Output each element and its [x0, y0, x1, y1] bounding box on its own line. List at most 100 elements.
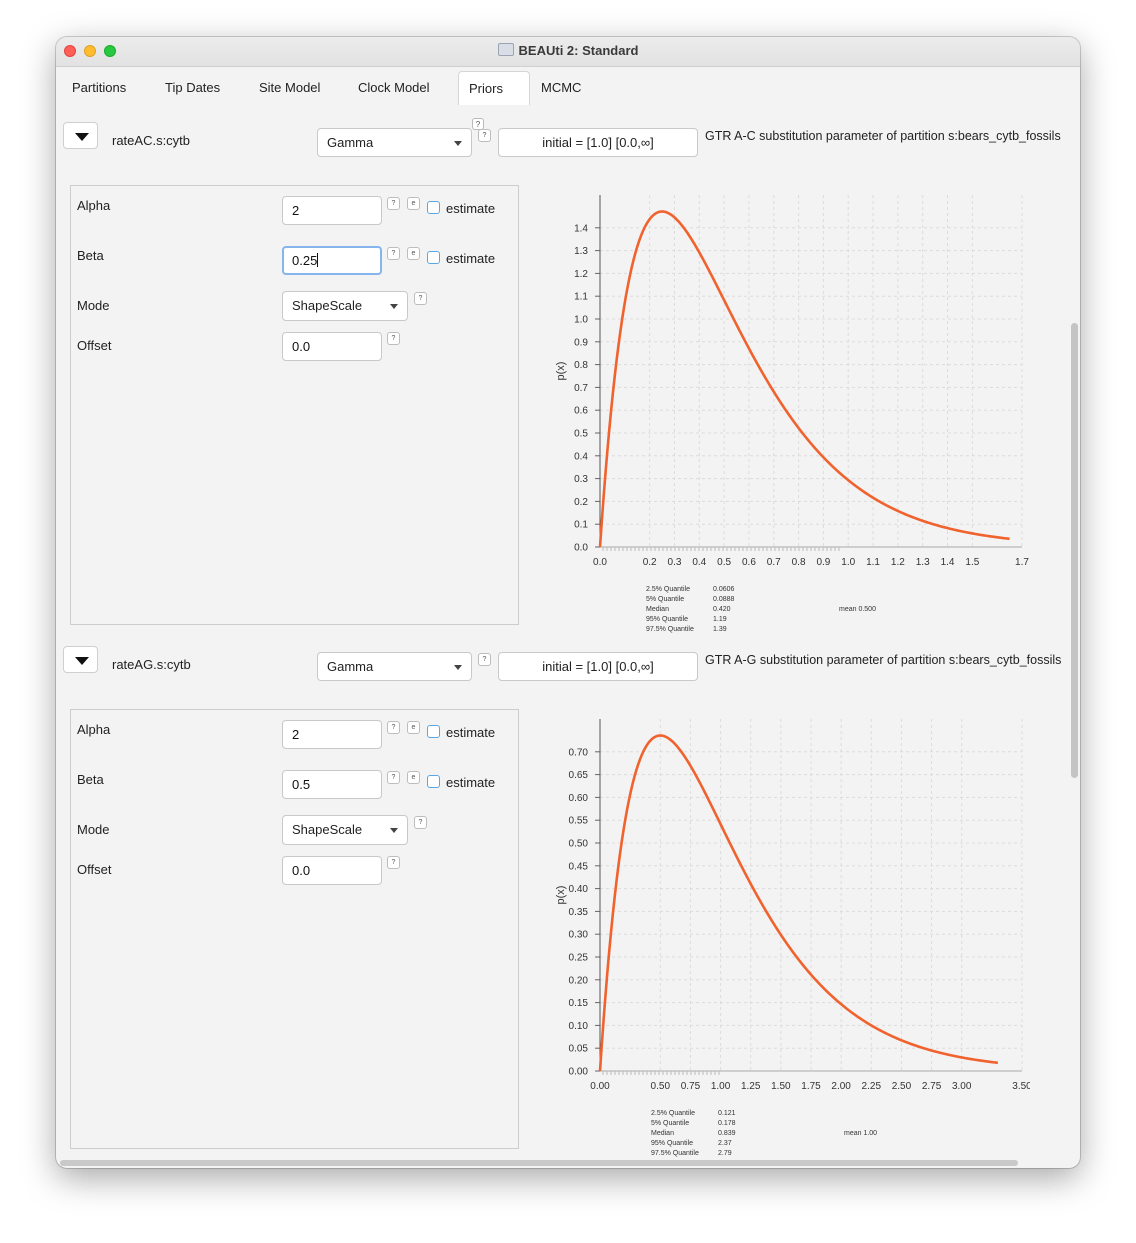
x-tick-label: 0.4	[692, 557, 706, 568]
x-tick-label: 1.0	[841, 557, 855, 568]
horizontal-scrollbar[interactable]	[60, 1160, 1018, 1166]
y-tick-label: 0.45	[569, 861, 589, 872]
offset-label: Offset	[77, 862, 112, 877]
prior-name: rateAC.s:cytb	[112, 133, 191, 148]
y-tick-label: 0.6	[574, 406, 588, 417]
zoom-window-button[interactable]	[104, 45, 116, 57]
beta-edit-icon[interactable]: e	[407, 247, 420, 260]
alpha-edit-icon[interactable]: e	[407, 197, 420, 210]
mode-select[interactable]: ShapeScale	[282, 291, 408, 321]
offset-help-icon[interactable]: ?	[387, 332, 400, 345]
y-tick-label: 0.30	[569, 930, 589, 941]
beauti-window: BEAUti 2: Standard Partitions Tip Dates …	[56, 37, 1080, 1168]
alpha-help-icon[interactable]: ?	[387, 721, 400, 734]
y-tick-label: 1.3	[574, 246, 588, 257]
stat-value: 0.839	[718, 1130, 736, 1137]
x-tick-label: 2.25	[862, 1081, 882, 1092]
stat-label: Median	[646, 606, 669, 613]
x-tick-label: 1.4	[941, 557, 955, 568]
stat-value: 0.0888	[713, 596, 735, 603]
prior-name: rateAG.s:cytb	[112, 657, 191, 672]
tab-priors[interactable]: Priors ?	[458, 71, 530, 130]
beta-input-value: 0.25	[292, 253, 318, 268]
x-tick-label: 0.8	[792, 557, 806, 568]
stat-value: 0.0606	[713, 586, 735, 593]
x-tick-label: 1.00	[711, 1081, 731, 1092]
beta-input[interactable]: 0.5	[282, 770, 382, 799]
y-tick-label: 0.55	[569, 816, 589, 827]
beta-edit-icon[interactable]: e	[407, 771, 420, 784]
text-cursor	[317, 253, 319, 267]
tab-site-model[interactable]: Site Model	[259, 80, 321, 95]
y-tick-label: 0.1	[574, 520, 588, 531]
x-tick-label: 0.2	[643, 557, 657, 568]
close-window-button[interactable]	[64, 45, 76, 57]
x-tick-label: 0.7	[767, 557, 781, 568]
chevron-down-icon	[454, 141, 462, 146]
tab-mcmc[interactable]: MCMC	[541, 80, 582, 95]
tab-tip-dates[interactable]: Tip Dates	[165, 80, 221, 95]
vertical-scrollbar[interactable]	[1071, 323, 1078, 778]
x-tick-label: 0.50	[651, 1081, 671, 1092]
y-tick-label: 0.35	[569, 907, 589, 918]
tab-partitions[interactable]: Partitions	[72, 80, 127, 95]
beta-estimate-label: estimate	[446, 251, 496, 266]
alpha-estimate-checkbox[interactable]	[427, 201, 440, 214]
x-tick-label: 0.9	[816, 557, 830, 568]
beta-help-icon[interactable]: ?	[387, 771, 400, 784]
priors-scroll-pane[interactable]: rateAC.s:cytb Gamma ? initial = [1.0] [0…	[56, 105, 1072, 1161]
offset-input[interactable]: 0.0	[282, 332, 382, 361]
triangle-down-icon	[75, 133, 89, 141]
offset-input[interactable]: 0.0	[282, 856, 382, 885]
distribution-select[interactable]: Gamma	[317, 128, 472, 157]
alpha-label: Alpha	[77, 722, 111, 737]
beta-estimate-label: estimate	[446, 775, 496, 790]
stat-label: Median	[651, 1130, 674, 1137]
expand-rateac-button[interactable]	[63, 122, 98, 149]
beta-estimate-checkbox[interactable]	[427, 775, 440, 788]
offset-help-icon[interactable]: ?	[387, 856, 400, 869]
mode-value: ShapeScale	[292, 298, 363, 313]
y-tick-label: 0.20	[569, 975, 589, 986]
expand-rateag-button[interactable]	[63, 646, 98, 673]
initial-value-button[interactable]: initial = [1.0] [0.0,∞]	[498, 652, 698, 681]
stat-value: 1.19	[713, 616, 727, 623]
alpha-estimate-label: estimate	[446, 201, 496, 216]
beta-input[interactable]: 0.25	[282, 246, 382, 275]
y-tick-label: 0.05	[569, 1044, 589, 1055]
beta-help-icon[interactable]: ?	[387, 247, 400, 260]
alpha-input[interactable]: 2	[282, 196, 382, 225]
alpha-estimate-label: estimate	[446, 725, 496, 740]
alpha-edit-icon[interactable]: e	[407, 721, 420, 734]
mode-help-icon[interactable]: ?	[414, 816, 427, 829]
stat-value: 0.420	[713, 606, 731, 613]
distribution-select[interactable]: Gamma	[317, 652, 472, 681]
beta-estimate-checkbox[interactable]	[427, 251, 440, 264]
alpha-estimate-checkbox[interactable]	[427, 725, 440, 738]
y-tick-label: 0.5	[574, 429, 588, 440]
stat-label: 5% Quantile	[651, 1120, 689, 1127]
distribution-value: Gamma	[327, 135, 374, 150]
minimize-window-button[interactable]	[84, 45, 96, 57]
distribution-help-icon[interactable]: ?	[478, 653, 491, 666]
distribution-help-icon[interactable]: ?	[478, 129, 491, 142]
mode-select[interactable]: ShapeScale	[282, 815, 408, 845]
x-tick-label: 0.75	[681, 1081, 701, 1092]
x-tick-label: 3.00	[952, 1081, 972, 1092]
app-icon	[497, 43, 514, 56]
tab-bar: Partitions Tip Dates Site Model Clock Mo…	[56, 67, 1080, 130]
alpha-input[interactable]: 2	[282, 720, 382, 749]
x-tick-label: 2.75	[922, 1081, 942, 1092]
mode-value: ShapeScale	[292, 822, 363, 837]
window-title-text: BEAUti 2: Standard	[518, 43, 639, 58]
tab-clock-model[interactable]: Clock Model	[358, 80, 430, 95]
stat-label: 95% Quantile	[651, 1140, 693, 1147]
tab-priors-label: Priors	[469, 81, 503, 96]
y-tick-label: 1.1	[574, 292, 588, 303]
mode-help-icon[interactable]: ?	[414, 292, 427, 305]
alpha-help-icon[interactable]: ?	[387, 197, 400, 210]
y-tick-label: 0.15	[569, 998, 589, 1009]
initial-value-button[interactable]: initial = [1.0] [0.0,∞]	[498, 128, 698, 157]
chevron-down-icon	[390, 828, 398, 833]
stat-label: 97.5% Quantile	[651, 1150, 699, 1157]
